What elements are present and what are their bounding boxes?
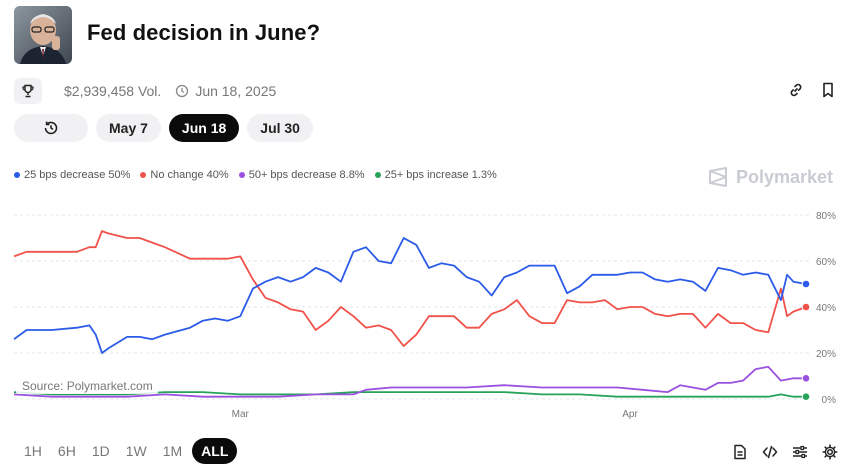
legend-label: 25+ bps increase 1.3% [384,169,497,181]
series-endpoint [801,392,811,401]
end-date-text: Jun 18, 2025 [195,83,277,99]
range-1h[interactable]: 1H [24,443,42,459]
x-tick-label: Mar [232,409,250,420]
source-label-group: Source: Polymarket.com [16,376,158,394]
legend-item: No change 40% [140,169,229,181]
range-1d[interactable]: 1D [91,443,110,459]
y-tick-label: 60% [816,257,836,268]
range-1w[interactable]: 1W [125,443,147,459]
legend-label: No change 40% [150,169,229,181]
legend-label: 50+ bps decrease 8.8% [248,169,365,181]
fed-chair-portrait-image [14,6,72,64]
series-endpoint [801,374,811,383]
time-range-selector: 1H 6H 1D 1W 1M ALL [18,438,238,464]
series-line-25-bps-decrease [13,237,807,354]
legend-item: 50+ bps decrease 8.8% [238,169,365,181]
legend-dot [140,172,147,178]
legend-dot [14,172,20,178]
history-button[interactable] [14,114,88,142]
legend-dot [374,172,381,178]
code-icon[interactable] [761,442,779,462]
brand-label: Polymarket [736,166,834,187]
range-all[interactable]: ALL [192,438,238,464]
gear-icon[interactable] [821,442,839,462]
date-tab-jun-18[interactable]: Jun 18 [168,114,240,142]
y-tick-label: 80% [816,211,836,222]
y-tick-label: 20% [816,349,836,360]
bookmark-icon[interactable] [819,80,837,100]
y-tick-label: 0% [822,395,837,406]
volume-text: $2,939,458 Vol. [64,83,162,99]
series-line-25-bps-increase [13,391,806,398]
source-label: Source: Polymarket.com [22,379,153,393]
date-selector: May 7 Jun 18 Jul 30 [14,114,313,142]
y-axis-ticks: 80% 60% 40% 20% 0% [816,211,836,406]
legend-label: 25 bps decrease 50% [24,169,131,181]
link-icon[interactable] [787,80,805,100]
series-endpoint [801,302,811,312]
sliders-icon[interactable] [791,442,809,462]
market-meta: $2,939,458 Vol. Jun 18, 2025 [14,78,276,104]
history-icon [44,121,58,135]
top-actions [787,80,837,100]
chart-grid [14,214,812,400]
trophy-icon[interactable] [14,78,42,104]
document-icon[interactable] [731,442,749,462]
range-6h[interactable]: 6H [57,443,76,459]
series-line-no-change [13,230,807,347]
polymarket-logo-icon [709,167,727,187]
market-avatar [14,6,72,64]
series-line-50-bps-decrease [13,365,806,398]
legend-item: 25+ bps increase 1.3% [374,169,497,181]
legend-dot [238,172,245,178]
clock-icon [175,84,189,98]
market-title: Fed decision in June? [87,20,321,45]
range-1m[interactable]: 1M [162,443,183,459]
y-tick-label: 40% [816,303,836,314]
chart-series [13,230,811,401]
legend-item: 25 bps decrease 50% [14,169,130,181]
date-tab-jul-30[interactable]: Jul 30 [247,114,313,142]
x-axis-ticks: Mar Apr [232,409,639,420]
x-tick-label: Apr [622,409,638,420]
chart-actions [731,442,839,462]
series-endpoint [801,279,811,289]
date-tab-may-7[interactable]: May 7 [96,114,161,142]
chart-legend: 25 bps decrease 50% No change 40% 50+ bp… [14,169,497,181]
source-label-bg [16,376,158,394]
probability-chart: 80% 60% 40% 20% 0% Mar Apr Source: Polymarket… [13,211,836,420]
polymarket-brand: Polymarket [706,165,833,189]
